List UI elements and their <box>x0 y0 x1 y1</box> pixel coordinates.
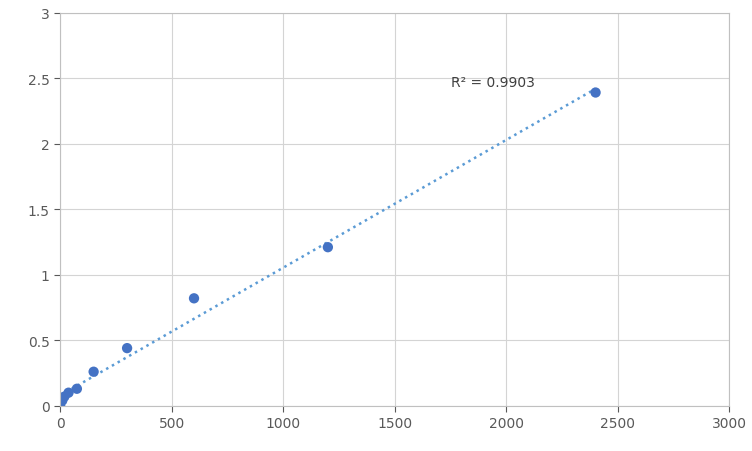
Point <box>54 402 66 410</box>
Point <box>188 295 200 302</box>
Point <box>71 385 83 392</box>
Point <box>59 393 71 400</box>
Point <box>121 345 133 352</box>
Text: R² = 0.9903: R² = 0.9903 <box>450 76 535 90</box>
Point <box>56 397 68 404</box>
Point <box>87 368 99 376</box>
Point <box>62 389 74 396</box>
Point <box>322 244 334 251</box>
Point <box>590 90 602 97</box>
